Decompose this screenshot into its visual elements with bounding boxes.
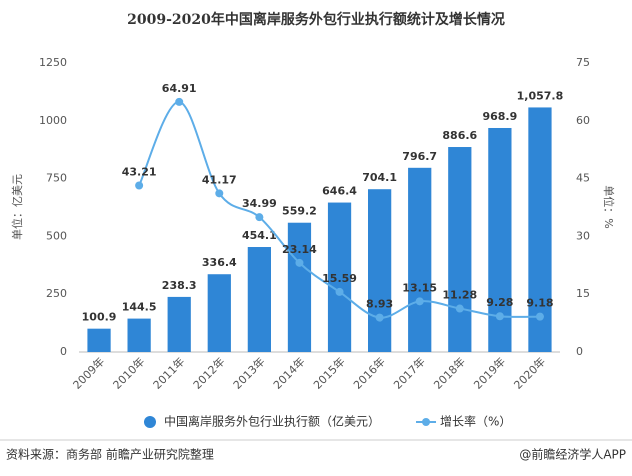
y2-tick-label: 75 <box>576 56 590 69</box>
bar-value-label: 796.7 <box>402 150 437 163</box>
legend-swatch <box>422 418 431 426</box>
line-value-label: 23.14 <box>282 243 317 256</box>
line-point <box>495 312 504 321</box>
line-value-label: 9.28 <box>486 296 513 309</box>
bar-value-label: 336.4 <box>202 256 237 269</box>
y-tick-label: 0 <box>60 345 67 358</box>
bar-value-label: 968.9 <box>482 110 517 123</box>
bar <box>368 189 392 352</box>
y2-tick-label: 60 <box>576 114 590 127</box>
line-point <box>295 258 304 267</box>
bar <box>408 167 432 352</box>
x-tick-label: 2018年 <box>431 354 468 391</box>
y2-tick-label: 15 <box>576 287 590 300</box>
y2-tick-label: 0 <box>576 345 583 358</box>
x-tick-label: 2017年 <box>390 354 427 391</box>
bar-value-label: 238.3 <box>162 279 197 292</box>
line-point <box>335 287 344 296</box>
x-tick-label: 2011年 <box>150 354 187 391</box>
legend-swatch <box>144 416 156 428</box>
line-point <box>175 97 184 106</box>
bar <box>167 296 191 352</box>
y2-tick-label: 45 <box>576 172 590 185</box>
bar <box>127 318 151 352</box>
bar <box>87 328 111 352</box>
bar-value-label: 886.6 <box>442 129 477 142</box>
bar <box>488 127 512 352</box>
bar-value-label: 559.2 <box>282 205 317 218</box>
line-value-label: 9.18 <box>526 297 553 310</box>
x-tick-label: 2013年 <box>230 354 267 391</box>
line-value-label: 64.91 <box>162 82 197 95</box>
x-tick-label: 2009年 <box>70 354 107 391</box>
bar-value-label: 454.1 <box>242 229 277 242</box>
line-point <box>455 304 464 313</box>
x-tick-label: 2015年 <box>310 354 347 391</box>
x-tick-label: 2014年 <box>270 354 307 391</box>
legend-label: 中国离岸服务外包行业执行额（亿美元） <box>164 414 380 429</box>
y-tick-label: 750 <box>46 172 67 185</box>
y-tick-label: 250 <box>46 287 67 300</box>
x-tick-label: 2016年 <box>350 354 387 391</box>
bar <box>287 222 312 352</box>
line-point <box>215 189 224 198</box>
bar <box>528 107 552 352</box>
bar <box>327 202 352 352</box>
line-point <box>135 181 144 190</box>
credit: @前瞻经济学人APP <box>519 447 626 462</box>
x-tick-label: 2010年 <box>110 354 147 391</box>
chart-title: 2009-2020年中国离岸服务外包行业执行额统计及增长情况 <box>127 11 505 28</box>
line-point <box>535 312 544 321</box>
line-point <box>415 297 424 306</box>
y2-tick-label: 30 <box>576 229 590 242</box>
line-value-label: 15.59 <box>322 272 357 285</box>
line-point <box>255 213 264 222</box>
source: 资料来源：商务部 前瞻产业研究院整理 <box>6 447 214 462</box>
line-value-label: 11.28 <box>442 289 477 302</box>
bar-value-label: 646.4 <box>322 185 357 198</box>
y-axis-label: 单位：亿美元 <box>10 174 24 240</box>
line-value-label: 34.99 <box>242 197 277 210</box>
x-tick-label: 2012年 <box>190 354 227 391</box>
x-tick-label: 2019年 <box>471 354 508 391</box>
line-value-label: 43.21 <box>122 165 157 178</box>
y-tick-label: 1250 <box>39 56 67 69</box>
line-value-label: 13.15 <box>402 281 437 294</box>
x-tick-label: 2020年 <box>511 354 548 391</box>
bar-value-label: 704.1 <box>362 171 397 184</box>
bar <box>207 274 231 352</box>
y2-axis-label: 单位：% <box>602 185 616 228</box>
line-point <box>375 313 384 322</box>
bar-value-label: 144.5 <box>122 301 157 314</box>
legend-label: 增长率（%） <box>440 414 511 429</box>
line-value-label: 41.17 <box>202 173 237 186</box>
line <box>138 100 540 319</box>
bar-value-label: 100.9 <box>82 311 117 324</box>
y-tick-label: 500 <box>46 229 67 242</box>
y-tick-label: 1000 <box>39 114 67 127</box>
bar <box>247 247 271 352</box>
bar <box>448 147 472 352</box>
bar-value-label: 1,057.8 <box>517 89 564 102</box>
line-value-label: 8.93 <box>366 298 393 311</box>
